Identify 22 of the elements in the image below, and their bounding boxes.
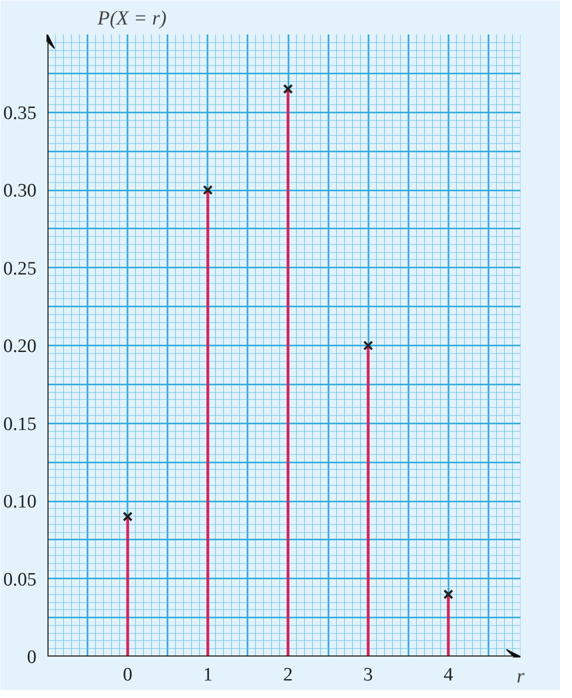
- x-tick-label: 3: [363, 664, 373, 686]
- point: [202, 185, 213, 195]
- x-tick-label: 2: [283, 664, 293, 686]
- y-tick-label: 0.15: [3, 414, 36, 435]
- x-tick-label: 1: [203, 664, 213, 686]
- point: [122, 512, 133, 522]
- x-tick-label: 4: [444, 664, 454, 686]
- y-tick-label: 0: [27, 647, 36, 668]
- point: [283, 84, 293, 94]
- y-tick-label: 0.25: [3, 258, 36, 280]
- y-tick-label: 0.30: [3, 180, 36, 202]
- y-axis-title: P(X = r): [96, 8, 167, 30]
- point: [363, 340, 374, 350]
- bar: [446, 594, 450, 656]
- y-tick-label: 0.20: [3, 336, 36, 357]
- y-tick-label: 0.05: [3, 569, 36, 590]
- x-axis-title: r: [516, 666, 525, 688]
- x-tick-label: 0: [122, 664, 132, 686]
- y-tick-label: 0.35: [3, 102, 36, 124]
- y-tick-label: 0.10: [3, 492, 36, 512]
- point: [443, 589, 454, 600]
- bar: [286, 88, 290, 656]
